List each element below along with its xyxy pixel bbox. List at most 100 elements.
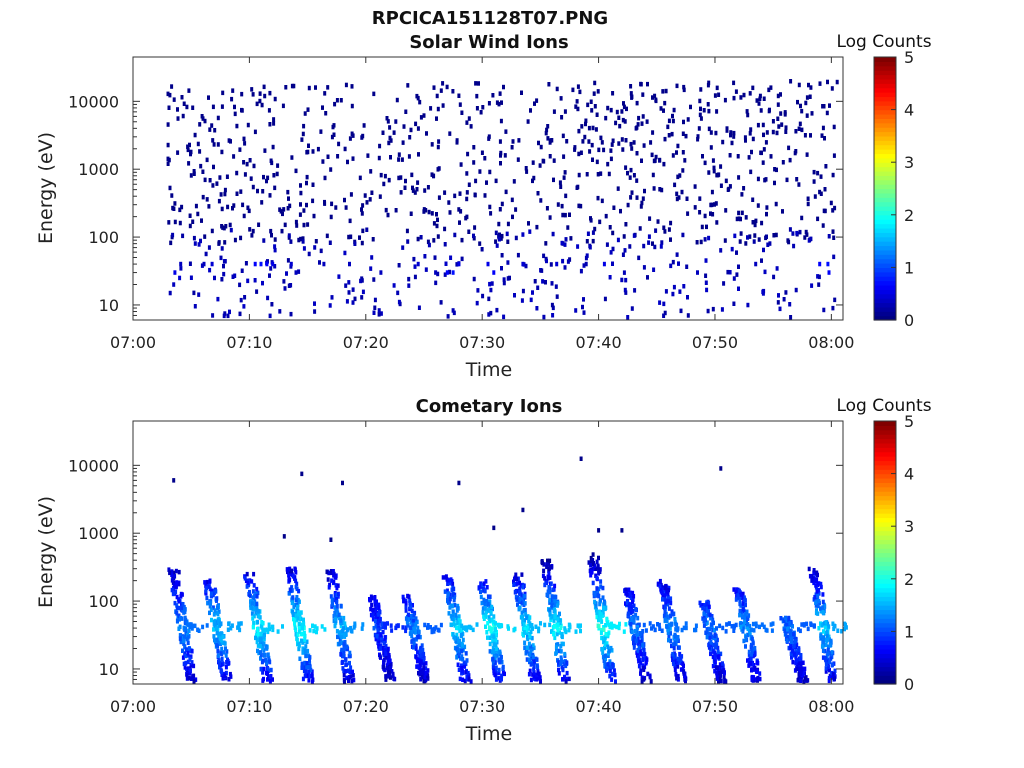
cometary-cell [675, 627, 679, 633]
cometary-cell [408, 631, 412, 636]
solar-wind-cell [430, 211, 434, 216]
solar-wind-cell [303, 111, 307, 116]
solar-wind-cell [773, 180, 776, 186]
solar-wind-cell [635, 178, 639, 183]
cometary-axes-frame [132, 420, 844, 685]
solar-wind-cell [344, 82, 348, 88]
solar-wind-cell [599, 135, 603, 141]
solar-wind-cell [172, 206, 176, 211]
cometary-cell [486, 620, 490, 626]
solar-wind-cell [803, 133, 807, 138]
solar-wind-cell [733, 233, 737, 239]
solar-wind-cell [305, 180, 308, 186]
solar-wind-cell [699, 87, 703, 92]
cometary-cell [460, 654, 464, 659]
solar-wind-cell [663, 100, 667, 106]
solar-wind-cell [779, 111, 783, 116]
solar-wind-cell [192, 290, 196, 296]
cometary-cell [595, 614, 599, 620]
cometary-cell [547, 571, 551, 576]
cometary-cell [546, 558, 549, 564]
solar-wind-cell [389, 138, 393, 143]
solar-wind-cell [662, 161, 666, 167]
cometary-cell [813, 577, 817, 583]
solar-wind-cell [222, 313, 226, 319]
cometary-cell [714, 640, 718, 645]
cometary-cell [799, 666, 802, 671]
solar-wind-cell [351, 287, 355, 292]
cometary-cell [707, 604, 711, 610]
cometary-cell [739, 624, 743, 630]
cometary-cell [520, 600, 524, 605]
solar-wind-y-tick-label: 100 [88, 228, 119, 247]
cometary-cell [412, 622, 416, 627]
solar-wind-cell [702, 108, 706, 113]
solar-wind-cell [168, 92, 172, 98]
solar-wind-cell [808, 94, 812, 99]
solar-wind-cell [762, 247, 765, 253]
solar-wind-cell [448, 131, 452, 136]
cometary-cell [553, 624, 557, 629]
solar-wind-cell [683, 158, 687, 163]
solar-wind-cell [449, 255, 453, 260]
solar-wind-cell [399, 175, 403, 180]
solar-wind-cell [305, 150, 309, 155]
cometary-cell [520, 610, 524, 615]
solar-wind-cell [531, 178, 534, 184]
solar-wind-cell [732, 80, 736, 86]
solar-wind-cell [686, 295, 689, 300]
solar-wind-cell [294, 219, 298, 225]
solar-wind-cell [302, 222, 306, 228]
cometary-cell [404, 604, 408, 610]
solar-wind-cell [809, 85, 813, 90]
solar-wind-cell [179, 266, 183, 271]
cometary-cell [339, 623, 343, 629]
cometary-cell [591, 566, 595, 572]
cometary-cell [522, 622, 526, 627]
cometary-cell [452, 597, 456, 603]
cometary-cell [287, 567, 291, 572]
solar-wind-cell [192, 235, 196, 241]
cometary-cell [167, 567, 171, 572]
cometary-cell [212, 590, 216, 595]
solar-wind-cell [240, 268, 244, 273]
cometary-cell [563, 662, 567, 667]
cometary-colorbar-segment [874, 548, 896, 554]
cometary-cell [633, 628, 637, 634]
solar-wind-cell [661, 89, 665, 94]
solar-wind-cell [664, 88, 668, 94]
solar-wind-cell [301, 236, 305, 241]
cometary-cell [456, 603, 460, 609]
cometary-title: Cometary Ions [416, 396, 563, 417]
solar-wind-colorbar-segment [874, 61, 896, 67]
cometary-cell [829, 638, 833, 644]
solar-wind-cell [255, 289, 259, 294]
cometary-cell [554, 602, 557, 608]
cometary-cell [346, 646, 350, 652]
cometary-cell [479, 589, 482, 594]
solar-wind-cell [436, 144, 440, 150]
cometary-cell [293, 625, 297, 630]
cometary-cell [825, 633, 829, 638]
cometary-cell [184, 626, 188, 632]
solar-wind-colorbar-tick-label: 5 [904, 48, 914, 67]
solar-wind-cell [816, 274, 820, 279]
cometary-cell [178, 636, 182, 641]
cometary-cell [758, 671, 762, 676]
cometary-cell [267, 622, 271, 627]
cometary-cell [370, 602, 374, 608]
solar-wind-cell [596, 172, 600, 177]
solar-wind-cell [475, 300, 479, 306]
cometary-cell [348, 660, 351, 666]
cometary-cell [490, 634, 494, 639]
cometary-cell [661, 597, 664, 602]
solar-wind-cell [521, 261, 525, 267]
solar-wind-cell [273, 96, 277, 102]
cometary-cell [468, 624, 472, 630]
solar-wind-cell [212, 164, 215, 170]
solar-wind-cell [552, 158, 556, 163]
solar-wind-cell [648, 216, 652, 221]
cometary-cell [479, 584, 483, 589]
solar-wind-cell [171, 232, 175, 238]
cometary-cell [420, 643, 424, 648]
